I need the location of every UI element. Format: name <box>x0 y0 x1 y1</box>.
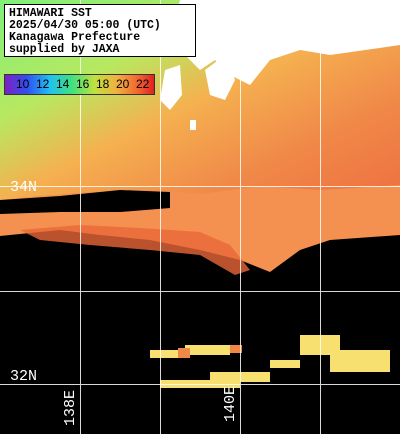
colorbar-label: 22 <box>136 77 150 91</box>
colorbar-label: 12 <box>36 77 50 91</box>
header-line: HIMAWARI SST <box>9 7 92 20</box>
lon-label: 140E <box>222 386 239 422</box>
header-line: supplied by JAXA <box>9 43 120 56</box>
lon-label: 138E <box>62 390 79 426</box>
colorbar-label: 14 <box>56 77 70 91</box>
colorbar-label: 18 <box>96 77 110 91</box>
lat-label: 32N <box>10 368 37 385</box>
colorbar-label: 16 <box>76 77 90 91</box>
header-line: Kanagawa Prefecture <box>9 31 140 44</box>
grid-labels: 34N 32N 138E 140E <box>10 179 239 426</box>
lat-label: 34N <box>10 179 37 196</box>
header-line: 2025/04/30 05:00 (UTC) <box>9 19 161 32</box>
colorbar-label: 20 <box>116 77 130 91</box>
colorbar: 10 12 14 16 18 20 22 <box>4 74 155 95</box>
colorbar-label: 10 <box>16 77 30 91</box>
header-box: HIMAWARI SST 2025/04/30 05:00 (UTC) Kana… <box>4 4 196 57</box>
